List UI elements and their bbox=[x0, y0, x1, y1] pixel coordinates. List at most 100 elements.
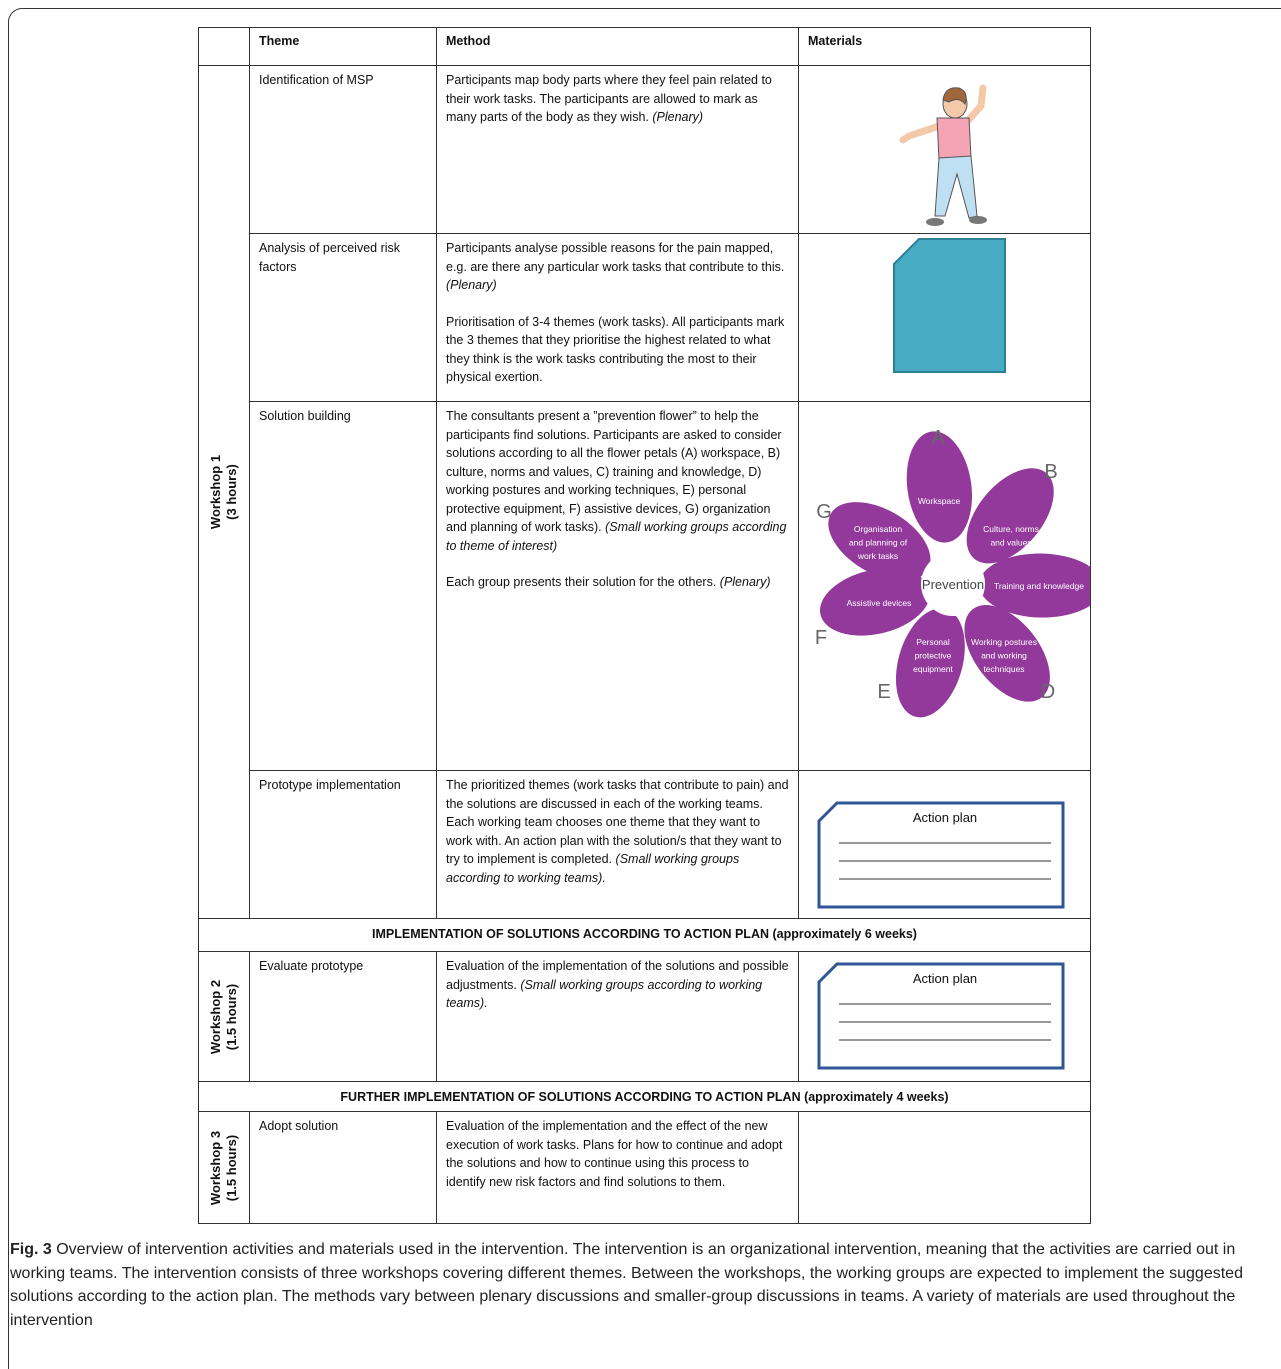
method-text: Participants analyse possible reasons fo… bbox=[446, 241, 785, 274]
method-text: Participants map body parts where they f… bbox=[446, 73, 772, 124]
method-paragraph: Evaluation of the implementation of the … bbox=[446, 957, 789, 1013]
petal-label: Working postures bbox=[971, 637, 1037, 647]
header-theme: Theme bbox=[249, 27, 437, 66]
method-text: The consultants present a ”prevention fl… bbox=[446, 409, 782, 534]
plan-box bbox=[817, 962, 1065, 1070]
caption-label: Fig. 3 bbox=[10, 1241, 52, 1258]
method-paragraph: Participants map body parts where they f… bbox=[446, 71, 789, 127]
materials-cell bbox=[798, 65, 1091, 234]
petal-label: techniques bbox=[983, 664, 1024, 674]
method-cell: Participants analyse possible reasons fo… bbox=[436, 233, 799, 402]
petal bbox=[966, 468, 1054, 564]
materials-cell: Action plan bbox=[798, 770, 1091, 919]
theme: Identification of MSP bbox=[259, 73, 374, 87]
header-text: Method bbox=[446, 34, 491, 48]
method-cell: Participants map body parts where they f… bbox=[436, 65, 799, 234]
method-paragraph: Prioritisation of 3-4 themes (work tasks… bbox=[446, 313, 789, 387]
theme-cell: Solution building bbox=[249, 401, 437, 771]
petal-letter: D bbox=[1041, 681, 1055, 703]
header-blank bbox=[198, 27, 250, 66]
arm-right bbox=[961, 84, 987, 128]
method-cell: The prioritized themes (work tasks that … bbox=[436, 770, 799, 919]
material-note bbox=[893, 238, 1006, 373]
petal bbox=[828, 502, 931, 581]
header-method: Method bbox=[436, 27, 799, 66]
workshop-duration: (1.5 hours) bbox=[224, 983, 239, 1050]
petal-label: protective bbox=[915, 651, 952, 661]
petal-letter: E bbox=[877, 681, 890, 703]
caption-text: Overview of intervention activities and … bbox=[10, 1241, 1243, 1329]
shoe bbox=[969, 216, 987, 224]
method-text: Each group presents their solution for t… bbox=[446, 575, 717, 589]
petal-label: Training and knowledge bbox=[994, 581, 1084, 591]
petal-label: Assistive devices bbox=[847, 598, 912, 608]
method-note: (Small working groups according to theme… bbox=[446, 520, 787, 553]
petal bbox=[978, 553, 1090, 618]
flower-center bbox=[921, 552, 985, 616]
theme: Prototype implementation bbox=[259, 778, 401, 792]
petal-label: and working bbox=[981, 651, 1027, 661]
method-text: Prioritisation of 3-4 themes (work tasks… bbox=[446, 314, 785, 385]
method-note: (Small working groups according to worki… bbox=[446, 977, 763, 1011]
method-text: The prioritized themes (work tasks that … bbox=[446, 778, 789, 866]
plan-title: Action plan bbox=[913, 971, 977, 986]
shoe bbox=[926, 218, 944, 226]
petal bbox=[895, 608, 965, 718]
header-text: Theme bbox=[259, 34, 300, 48]
method-paragraph: Participants analyse possible reasons fo… bbox=[446, 239, 789, 295]
theme: Analysis of perceived risk factors bbox=[259, 241, 401, 274]
theme-cell: Analysis of perceived risk factors bbox=[249, 233, 437, 402]
petal-letter: A bbox=[931, 427, 945, 449]
petal-label: equipment bbox=[913, 664, 953, 674]
material-flower: Prevention A Workspace B Culture, norms and v… bbox=[815, 427, 1090, 718]
material-person bbox=[899, 84, 987, 226]
workshop-name: Workshop 1 bbox=[208, 454, 223, 530]
banner: FURTHER IMPLEMENTATION OF SOLUTIONS ACCO… bbox=[198, 1081, 1091, 1112]
header-text: Materials bbox=[808, 34, 863, 48]
petal-label: Organisation bbox=[854, 524, 902, 534]
theme-cell: Prototype implementation bbox=[249, 770, 437, 919]
legs bbox=[934, 155, 978, 219]
method-note: (Plenary) bbox=[719, 575, 771, 589]
sticky-note bbox=[893, 238, 1006, 373]
materials-cell: Action plan bbox=[798, 951, 1091, 1082]
workshop-cell: Workshop 1 (3 hours) bbox=[198, 65, 250, 919]
theme: Solution building bbox=[259, 409, 351, 423]
flower-center-label: Prevention bbox=[922, 577, 984, 592]
petal-label: work tasks bbox=[857, 551, 898, 561]
materials-cell: Prevention A Workspace B Culture, norms and v… bbox=[798, 401, 1091, 771]
theme-cell: Adopt solution bbox=[249, 1111, 437, 1224]
workshop-cell: Workshop 3 (1.5 hours) bbox=[198, 1111, 250, 1224]
theme-cell: Evaluate prototype bbox=[249, 951, 437, 1082]
material-plan: Action plan bbox=[817, 801, 1065, 909]
workshop-duration: (1.5 hours) bbox=[224, 1134, 239, 1201]
banner: IMPLEMENTATION OF SOLUTIONS ACCORDING TO… bbox=[198, 918, 1091, 952]
theme-cell: Identification of MSP bbox=[249, 65, 437, 234]
petal bbox=[964, 605, 1050, 702]
theme: Evaluate prototype bbox=[259, 959, 364, 973]
petal-letter: B bbox=[1044, 461, 1057, 483]
arm-left bbox=[899, 122, 943, 144]
petal-label: Culture, norms bbox=[983, 524, 1039, 534]
method-cell: Evaluation of the implementation of the … bbox=[436, 951, 799, 1082]
method-paragraph: The consultants present a ”prevention fl… bbox=[446, 407, 789, 555]
method-note: (Plenary) bbox=[446, 278, 497, 292]
method-cell: The consultants present a ”prevention fl… bbox=[436, 401, 799, 771]
torso bbox=[936, 117, 972, 161]
method-note: (Small working groups according to worki… bbox=[446, 852, 740, 885]
petal bbox=[820, 568, 931, 636]
workshop-name: Workshop 2 bbox=[208, 979, 223, 1054]
workshop-label: Workshop 3 (1.5 hours) bbox=[208, 1130, 240, 1204]
method-paragraph: Each group presents their solution for t… bbox=[446, 573, 789, 592]
method-text: Evaluation of the implementation of the … bbox=[446, 959, 789, 992]
petal-letter: F bbox=[815, 627, 827, 649]
method-paragraph: Evaluation of the implementation and the… bbox=[446, 1117, 789, 1191]
method-cell: Evaluation of the implementation and the… bbox=[436, 1111, 799, 1224]
method-note: (Plenary) bbox=[652, 110, 704, 124]
workshop-label: Workshop 2 (1.5 hours) bbox=[208, 979, 240, 1053]
petal-label: Personal bbox=[916, 637, 950, 647]
workshop-cell: Workshop 2 (1.5 hours) bbox=[198, 951, 250, 1082]
banner-text: IMPLEMENTATION OF SOLUTIONS ACCORDING TO… bbox=[372, 927, 917, 941]
petal-label: and values bbox=[990, 538, 1031, 548]
